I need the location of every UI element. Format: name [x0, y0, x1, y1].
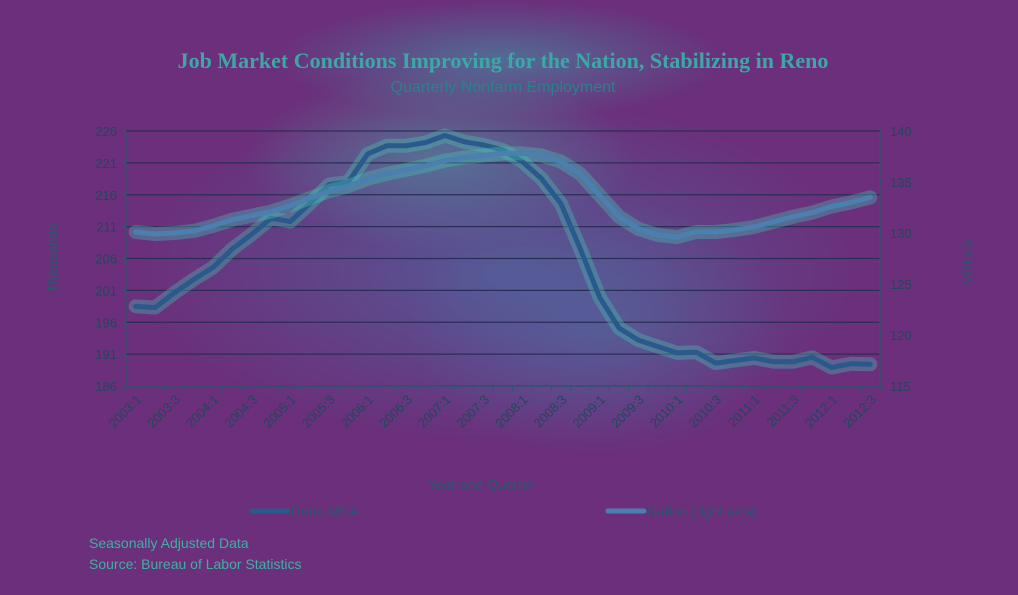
x-tick-label: 2005:1	[260, 392, 299, 431]
y-left-tick-label: 221	[95, 156, 117, 171]
y-left-tick-label: 216	[95, 188, 117, 203]
note-seasonally-adjusted: Seasonally Adjusted Data	[89, 535, 249, 551]
x-tick-label: 2004:1	[183, 392, 222, 431]
x-tick-label: 2003:3	[144, 392, 183, 431]
y-left-tick-label: 211	[96, 220, 117, 235]
x-axis-title: Year and Quarter	[428, 476, 535, 492]
y-right-tick-label: 120	[890, 328, 912, 343]
y-left-tick-label: 201	[95, 283, 117, 298]
x-tick-label: 2006:3	[376, 392, 415, 431]
y-left-tick-label: 196	[95, 315, 117, 330]
x-tick-label: 2004:3	[221, 392, 260, 431]
y-axis-left-title: Thousands	[44, 223, 60, 292]
x-tick-label: 2011:3	[764, 392, 802, 430]
legend-label-reno: Reno MSA	[291, 503, 359, 519]
y-left-tick-label: 186	[95, 379, 117, 394]
x-axis-ticks: 2003:1 2003:3 2004:1 2004:3 2005:1 2005:3 2006…	[105, 392, 878, 431]
x-tick-label: 2006:1	[337, 392, 376, 431]
y-right-tick-label: 130	[890, 226, 912, 241]
axes	[122, 130, 884, 391]
y-axis-right-title: Millions	[959, 239, 975, 286]
left-axis-ticks: 186 191 196 201 206 211 216 221 226	[95, 124, 117, 394]
x-tick-label: 2012:3	[840, 392, 879, 431]
x-tick-label: 2009:3	[608, 392, 647, 431]
x-tick-label: 2010:3	[685, 392, 724, 431]
y-right-tick-label: 135	[890, 175, 912, 190]
y-right-tick-label: 140	[890, 124, 912, 139]
y-left-tick-label: 191	[95, 347, 117, 362]
y-right-tick-label: 115	[890, 379, 911, 394]
y-right-tick-label: 125	[890, 277, 912, 292]
note-source: Source: Bureau of Labor Statistics	[89, 556, 301, 572]
chart-title: Job Market Conditions Improving for the …	[178, 48, 829, 73]
x-tick-label: 2010:1	[647, 392, 686, 431]
legend: Reno MSA Nation (right axis)	[249, 503, 757, 519]
x-tick-label: 2007:3	[453, 392, 492, 431]
gridlines	[126, 130, 880, 387]
x-tick-label: 2007:1	[415, 392, 454, 431]
x-tick-label: 2003:1	[105, 392, 144, 431]
series-line-0	[133, 133, 873, 370]
x-tick-label: 2008:3	[531, 392, 570, 431]
x-tick-label: 2011:1	[725, 392, 763, 430]
y-left-tick-label: 206	[95, 252, 117, 267]
x-tick-label: 2012:1	[801, 392, 840, 431]
legend-label-nation: Nation (right axis)	[647, 503, 757, 519]
x-tick-label: 2009:1	[569, 392, 608, 431]
right-axis-ticks: 115 120 125 130 135 140	[890, 124, 912, 394]
series-lines	[128, 128, 878, 375]
series-glow-0	[128, 128, 878, 375]
chart-subtitle: Quarterly Nonfarm Employment	[391, 79, 617, 96]
x-tick-label: 2005:3	[299, 392, 338, 431]
y-left-tick-label: 226	[95, 124, 117, 139]
x-tick-label: 2008:1	[492, 392, 531, 431]
